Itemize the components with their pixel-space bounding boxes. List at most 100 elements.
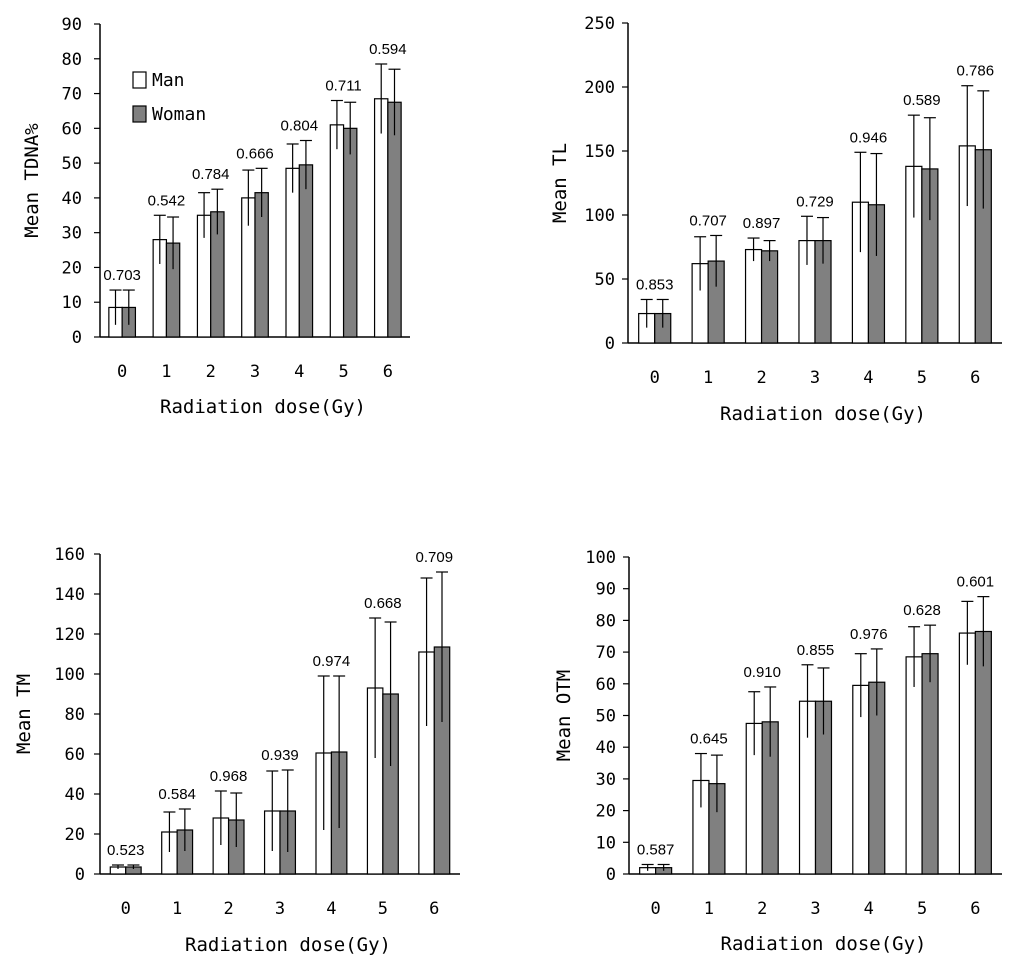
- p-value-label: 0.707: [689, 212, 727, 229]
- y-tick-label: 50: [596, 707, 616, 727]
- y-tick-label: 90: [596, 580, 616, 600]
- p-value-label: 0.974: [313, 653, 351, 670]
- x-tick-label: 2: [223, 899, 233, 919]
- x-tick-label: 3: [810, 899, 820, 919]
- p-value-label: 0.709: [416, 549, 454, 566]
- x-tick-label: 4: [863, 368, 873, 388]
- x-tick-label: 4: [864, 899, 874, 919]
- y-tick-label: 0: [605, 334, 615, 354]
- y-tick-label: 0: [72, 328, 82, 348]
- y-tick-label: 120: [54, 625, 85, 645]
- x-tick-label: 1: [161, 362, 171, 382]
- x-tick-label: 5: [917, 899, 927, 919]
- y-axis-title: Mean TDNA%: [21, 123, 43, 238]
- y-tick-label: 10: [62, 293, 82, 313]
- y-tick-label: 60: [65, 745, 85, 765]
- x-tick-label: 2: [206, 362, 216, 382]
- x-tick-label: 0: [121, 899, 131, 919]
- x-tick-label: 3: [275, 899, 285, 919]
- y-tick-label: 150: [584, 142, 615, 162]
- p-value-label: 0.804: [281, 118, 319, 135]
- y-tick-label: 40: [596, 738, 616, 758]
- y-tick-label: 40: [62, 189, 82, 209]
- y-tick-label: 100: [54, 665, 85, 685]
- p-value-label: 0.594: [369, 41, 407, 58]
- bar-man: [285, 167, 300, 338]
- x-tick-label: 6: [970, 368, 980, 388]
- p-value-label: 0.587: [637, 841, 675, 858]
- y-tick-label: 10: [596, 833, 616, 853]
- y-tick-label: 0: [75, 865, 85, 885]
- p-value-label: 0.645: [690, 731, 728, 748]
- legend-label-woman: Woman: [152, 104, 206, 125]
- legend: Man Woman: [132, 70, 206, 125]
- x-tick-label: 5: [338, 362, 348, 382]
- x-axis-title: Radiation dose(Gy): [721, 933, 927, 955]
- x-axis-title: Radiation dose(Gy): [160, 396, 366, 418]
- chart-panel-2: 0 50 100 150 200 250 0.853 0 0.707 1 0.897 2 0.729 3 0…: [549, 14, 1002, 425]
- y-tick-label: 140: [54, 585, 85, 605]
- p-value-label: 0.628: [903, 602, 941, 619]
- y-tick-label: 50: [595, 270, 615, 290]
- x-tick-label: 5: [378, 899, 388, 919]
- y-tick-label: 30: [62, 224, 82, 244]
- p-value-label: 0.784: [192, 166, 230, 183]
- chart-panel-1: 0 10 20 30 40 50 60 70 80 90 0.703 0 0.542 1 0.784 2 0.6…: [21, 15, 410, 418]
- p-value-label: 0.601: [957, 574, 995, 591]
- bar-woman: [974, 630, 992, 875]
- x-axis-title: Radiation dose(Gy): [720, 403, 926, 425]
- x-tick-label: 3: [250, 362, 260, 382]
- y-tick-label: 80: [65, 705, 85, 725]
- p-value-label: 0.542: [148, 192, 186, 209]
- p-value-label: 0.855: [797, 642, 835, 659]
- x-tick-label: 6: [429, 899, 439, 919]
- y-tick-label: 20: [596, 802, 616, 822]
- x-tick-label: 3: [810, 368, 820, 388]
- y-tick-label: 60: [596, 675, 616, 695]
- y-axis-title: Mean TL: [549, 143, 571, 223]
- bar-man: [373, 98, 389, 338]
- x-tick-label: 6: [970, 899, 980, 919]
- p-value-label: 0.968: [210, 768, 248, 785]
- x-axis-title: Radiation dose(Gy): [185, 934, 391, 956]
- y-tick-label: 200: [584, 78, 615, 98]
- p-value-label: 0.786: [957, 63, 995, 80]
- p-value-label: 0.668: [364, 595, 402, 612]
- y-tick-label: 100: [584, 206, 615, 226]
- x-tick-label: 1: [172, 899, 182, 919]
- p-value-label: 0.946: [850, 129, 888, 146]
- y-tick-label: 60: [62, 119, 82, 139]
- y-tick-label: 20: [65, 825, 85, 845]
- legend-swatch-man: [132, 71, 147, 89]
- bar-woman: [760, 250, 779, 344]
- bar-man: [958, 632, 976, 875]
- p-value-label: 0.910: [743, 664, 781, 681]
- bar-man: [329, 124, 345, 338]
- x-tick-label: 2: [757, 899, 767, 919]
- x-tick-label: 5: [917, 368, 927, 388]
- y-tick-label: 0: [606, 865, 616, 885]
- x-tick-label: 6: [383, 362, 393, 382]
- x-tick-label: 0: [117, 362, 127, 382]
- y-tick-label: 70: [62, 85, 82, 105]
- bar-man: [905, 656, 923, 875]
- y-axis-title: Mean OTM: [553, 670, 575, 762]
- bar-woman: [298, 164, 314, 338]
- legend-label-man: Man: [152, 70, 185, 91]
- y-tick-label: 50: [62, 154, 82, 174]
- chart-panel-4: 0 10 20 30 40 50 60 70 80 90 100 0.587 0 0.645 1 0.910 2…: [553, 548, 1002, 955]
- chart-panel-3: 0 20 40 60 80 100 120 140 160 0.523 0 0.584 1 0.968 2 0…: [13, 545, 460, 956]
- bar-woman: [387, 101, 402, 338]
- y-tick-label: 250: [584, 14, 615, 34]
- bar-woman: [342, 127, 358, 338]
- p-value-label: 0.711: [325, 78, 361, 95]
- x-tick-label: 1: [704, 899, 714, 919]
- x-tick-label: 0: [650, 368, 660, 388]
- bar-man: [744, 248, 763, 344]
- p-value-label: 0.976: [850, 626, 888, 643]
- p-value-label: 0.939: [261, 747, 299, 764]
- y-tick-label: 80: [596, 611, 616, 631]
- p-value-label: 0.729: [796, 193, 834, 210]
- p-value-label: 0.589: [903, 92, 941, 109]
- x-tick-label: 4: [326, 899, 336, 919]
